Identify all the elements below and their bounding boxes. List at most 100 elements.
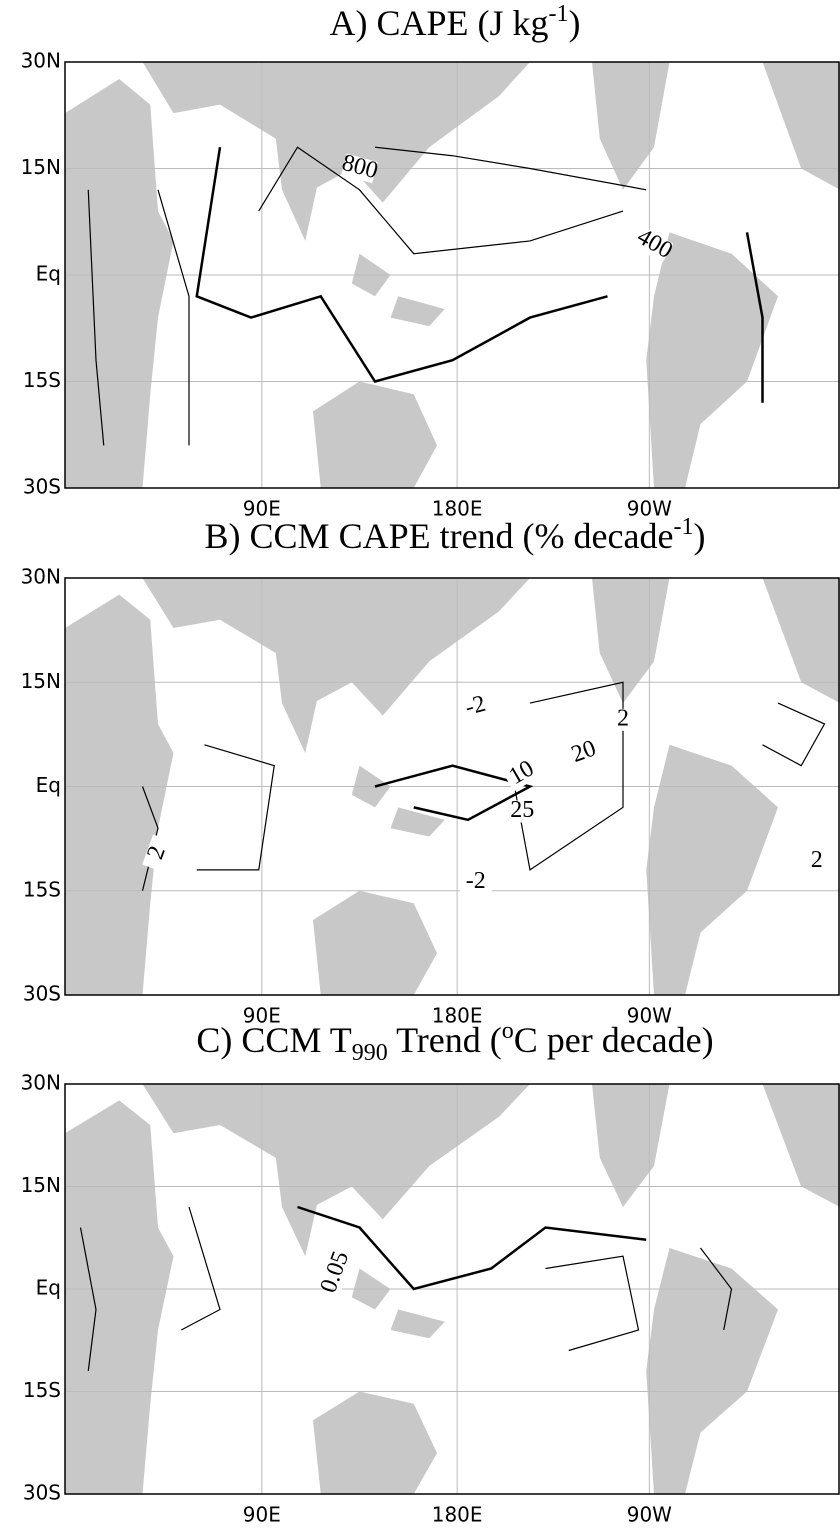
title-text: C per decade) <box>514 1020 714 1060</box>
land <box>646 232 778 488</box>
contour <box>374 146 647 191</box>
land <box>313 890 437 995</box>
contour <box>87 189 105 446</box>
contour <box>700 1247 733 1331</box>
label-backing <box>142 834 174 873</box>
contour <box>79 1227 97 1372</box>
label-backing <box>459 871 492 894</box>
label-backing <box>341 153 378 184</box>
land <box>65 1100 174 1494</box>
map-frame <box>64 577 840 996</box>
land <box>762 62 840 190</box>
contour <box>157 189 190 446</box>
x-tick-label: 180E <box>432 1004 483 1028</box>
land <box>142 578 530 716</box>
y-tick-label: 30S <box>23 1481 61 1505</box>
title-text: A) CAPE (J kg <box>329 3 548 43</box>
y-tick-label: 15S <box>23 877 61 901</box>
contour-label: 25 <box>510 797 534 823</box>
y-tick-label: 30S <box>23 982 61 1006</box>
label-backing <box>320 1253 353 1292</box>
y-tick-label: 15S <box>23 1378 61 1402</box>
land <box>390 807 445 837</box>
x-tick-label: 90W <box>627 1503 672 1527</box>
contour <box>141 786 159 891</box>
label-backing <box>634 227 674 263</box>
contour <box>196 744 275 871</box>
contour <box>258 146 624 255</box>
land <box>646 1248 778 1494</box>
contour <box>180 1206 221 1331</box>
x-tick-label: 180E <box>432 1503 483 1527</box>
title-subscript: 990 <box>352 1040 388 1066</box>
y-tick-label: 15N <box>21 669 61 693</box>
land <box>274 640 329 754</box>
land <box>142 62 530 203</box>
land <box>762 1084 840 1207</box>
contour-label: -2 <box>466 868 486 894</box>
y-tick-label: 30N <box>21 1071 61 1095</box>
land <box>646 744 778 995</box>
land <box>313 1391 437 1494</box>
land <box>313 381 437 488</box>
land <box>762 578 840 704</box>
x-tick-label: 90W <box>627 497 672 521</box>
panel: A) CAPE (J kg-1) 30N 15N Eq 15S 30S 90E 180E 90W… <box>21 1 840 521</box>
contour <box>762 702 826 767</box>
x-tick-label: 90E <box>243 1004 281 1028</box>
contour <box>195 147 608 383</box>
panel-title: B) CCM CAPE trend (% decade-1) <box>205 514 706 556</box>
contour-label: 2 <box>811 847 823 873</box>
contour <box>545 1255 640 1352</box>
x-tick-label: 90W <box>627 1004 672 1028</box>
map-frame <box>64 1083 840 1495</box>
map-frame <box>64 61 840 489</box>
label-backing <box>502 756 542 792</box>
y-tick-label: 30N <box>21 49 61 73</box>
title-superscript: -1 <box>549 1 569 27</box>
land <box>390 296 445 327</box>
title-text: ) <box>569 3 581 43</box>
land <box>65 594 174 995</box>
title-text: C) CCM T <box>196 1020 351 1060</box>
title-text: Trend ( <box>388 1020 502 1060</box>
contour <box>374 764 534 822</box>
y-tick-label: Eq <box>36 1276 61 1300</box>
land <box>274 1145 329 1257</box>
y-tick-label: 15S <box>23 368 61 392</box>
label-backing <box>457 692 495 723</box>
land <box>274 125 329 241</box>
title-superscript: o <box>502 1018 514 1044</box>
title-text: B) CCM CAPE trend (% decade <box>205 516 674 556</box>
title-superscript: -1 <box>673 514 693 540</box>
land <box>65 79 174 488</box>
contour <box>297 1205 647 1291</box>
contour <box>513 681 624 871</box>
label-backing <box>607 708 639 731</box>
x-tick-label: 90E <box>243 1503 281 1527</box>
y-tick-label: Eq <box>36 262 61 286</box>
land <box>592 578 670 704</box>
land <box>390 1309 445 1339</box>
y-tick-label: 15N <box>21 1173 61 1197</box>
label-backing <box>565 737 604 769</box>
y-tick-label: 30S <box>23 475 61 499</box>
land <box>142 1084 530 1220</box>
x-tick-label: 90E <box>243 497 281 521</box>
x-tick-label: 180E <box>432 497 483 521</box>
y-tick-label: 30N <box>21 565 61 589</box>
y-tick-label: Eq <box>36 773 61 797</box>
land <box>592 62 670 190</box>
land <box>592 1084 670 1207</box>
contour <box>745 232 764 403</box>
contour-label: 2 <box>617 705 629 731</box>
title-text: ) <box>693 516 705 556</box>
label-backing <box>506 800 539 823</box>
panel: B) CCM CAPE trend (% decade-1) 30N 15N Eq 15… <box>21 514 840 1028</box>
panel-title: A) CAPE (J kg-1) <box>329 1 580 43</box>
panel: C) CCM T990 Trend (oC per decade) 30N 15N E… <box>21 1018 840 1527</box>
panel-title: C) CCM T990 Trend (oC per decade) <box>196 1018 713 1066</box>
y-tick-label: 15N <box>21 155 61 179</box>
label-backing <box>800 850 833 873</box>
